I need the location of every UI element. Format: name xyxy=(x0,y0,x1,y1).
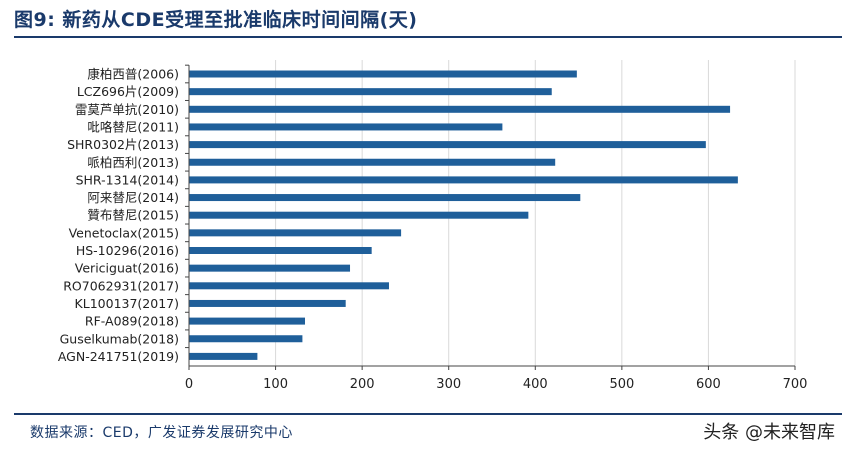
bar xyxy=(189,282,389,290)
category-label: Guselkumab(2018) xyxy=(60,331,179,346)
category-label: 康柏西普(2006) xyxy=(87,67,179,82)
x-tick-label: 300 xyxy=(436,377,461,392)
category-label: KL100137(2017) xyxy=(75,296,179,311)
bar xyxy=(189,335,303,343)
category-label: Vericiguat(2016) xyxy=(75,261,179,276)
title-divider xyxy=(14,36,842,38)
bar xyxy=(189,229,402,237)
category-label: 哌柏西利(2013) xyxy=(87,155,179,170)
category-label: SHR-1314(2014) xyxy=(76,172,179,187)
bar xyxy=(189,211,529,219)
x-tick-label: 400 xyxy=(523,377,548,392)
bar xyxy=(189,105,731,113)
bar xyxy=(189,176,738,184)
bar xyxy=(189,88,552,96)
category-label: AGN-241751(2019) xyxy=(58,349,179,364)
bar xyxy=(189,141,706,149)
chart-title: 图9: 新药从CDE受理至批准临床时间间隔(天) xyxy=(14,9,418,31)
category-label: RF-A089(2018) xyxy=(85,314,179,329)
category-label: 贊布替尼(2015) xyxy=(87,208,179,223)
x-tick-label: 0 xyxy=(185,377,193,392)
bar xyxy=(189,352,258,360)
category-label: 吡咯替尼(2011) xyxy=(87,119,179,134)
bar xyxy=(189,123,503,131)
bar xyxy=(189,158,556,166)
watermark: 头条 @未来智库 xyxy=(703,422,835,443)
bar xyxy=(189,70,577,78)
x-tick-label: 600 xyxy=(696,377,721,392)
category-label: SHR0302片(2013) xyxy=(67,137,179,152)
x-tick-label: 500 xyxy=(609,377,634,392)
bar xyxy=(189,264,351,272)
category-label: HS-10296(2016) xyxy=(76,243,179,258)
category-label: 雷莫芦单抗(2010) xyxy=(75,102,179,117)
x-tick-label: 700 xyxy=(783,377,808,392)
bar xyxy=(189,247,372,254)
footer-divider xyxy=(14,413,842,415)
source-note: 数据来源：CED，广发证券发展研究中心 xyxy=(30,425,293,441)
category-label: Venetoclax(2015) xyxy=(69,225,179,240)
category-label: RO7062931(2017) xyxy=(63,278,179,293)
bar xyxy=(189,194,581,202)
x-tick-label: 100 xyxy=(263,377,288,392)
bar-chart: 康柏西普(2006) LCZ696片(2009) 雷莫芦单抗(2010) 吡咯替尼(2… xyxy=(58,60,808,392)
bar xyxy=(189,317,306,325)
category-label: 阿来替尼(2014) xyxy=(87,190,179,205)
bar xyxy=(189,299,346,307)
x-tick-label: 200 xyxy=(350,377,375,392)
category-label: LCZ696片(2009) xyxy=(77,84,179,99)
